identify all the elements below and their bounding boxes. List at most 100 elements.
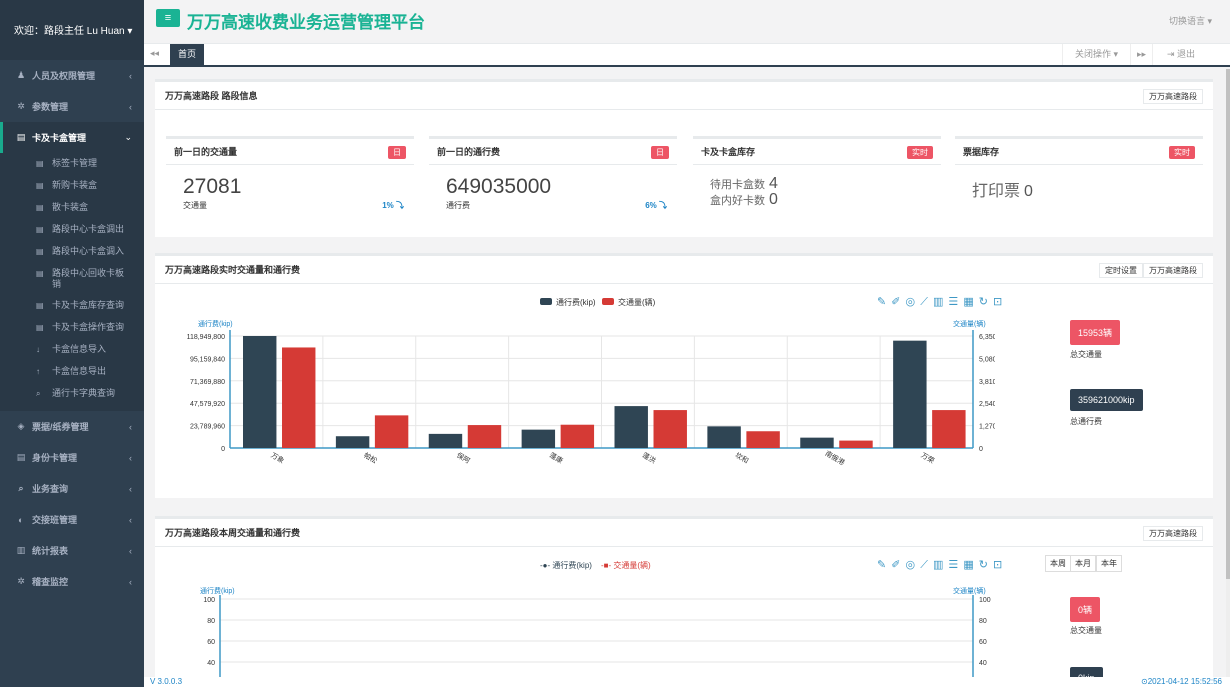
submenu-item[interactable]: ↓ 卡盒信息导入 [36, 344, 107, 354]
sidebar-item-0[interactable]: ◈ 票据/纸券管理 ‹ [0, 411, 144, 442]
fee-value: 649035000 [446, 175, 552, 198]
realtime-badge: 实时 [1169, 146, 1195, 159]
fee-change: 6% ⤵ [645, 201, 667, 210]
search-icon: ⌕ [18, 483, 24, 493]
sidebar-item-label: 卡及卡盒管理 [32, 133, 87, 143]
sidebar-item-3[interactable]: ◐ 交接班管理 ‹ [0, 504, 144, 535]
submenu-item[interactable]: ▤ 路段中心卡盒调入 [36, 246, 125, 256]
shift-icon: ◐ [18, 514, 24, 525]
arrow-down-icon: ↓ [36, 345, 40, 354]
timer-settings-button[interactable]: 定时设置 [1099, 263, 1143, 278]
sidebar-item-label: 人员及权限管理 [32, 71, 96, 81]
chart-toolbox-icons[interactable]: ✎ ✐ ◎ ⟋ ▥ ☰ ▦ ↻ ⊡ [877, 559, 1004, 571]
bar-traffic [282, 347, 316, 448]
legend-traffic-label: 交通量(辆) [618, 297, 656, 307]
y-right-label: 交通量(辆) [953, 319, 986, 328]
good-card-count: 盒内好卡数 0 [710, 191, 778, 208]
tab-prev-icon[interactable]: ◂◂ [150, 48, 160, 58]
weekly-chart-panel: 万万高速路段本周交通量和通行费 万万高速路段 -●- 通行费(kip) -■- 交… [155, 516, 1213, 677]
submenu-item[interactable]: ▤ 新购卡装盒 [36, 180, 98, 190]
page-scrollbar[interactable] [1226, 69, 1230, 677]
sidebar: 欢迎：路段主任 Lu Huan ▾ ♟ 人员及权限管理 ‹ ✲ 参数管理 ‹ ▤ 卡及卡盒管理… [0, 0, 144, 687]
logout-button[interactable]: ⇥ 退出 [1152, 44, 1230, 65]
legend-fee-label: -●- 通行费(kip) [540, 560, 592, 570]
total-fee-badge: 359621000kip [1070, 389, 1143, 411]
bar-traffic [746, 431, 780, 448]
y-right-tick: 3,810 [979, 379, 995, 386]
card-icon: ▤ [36, 203, 44, 212]
sidebar-item-1[interactable]: ✲ 参数管理 ‹ [0, 91, 144, 122]
traffic-change: 1% ⤵ [382, 201, 404, 210]
stat-ticket: 票据库存 实时 打印票 0 [955, 136, 1203, 209]
day-badge: 日 [388, 146, 406, 159]
tab-next-icon[interactable]: ▸▸ [1129, 44, 1152, 65]
total-traffic-badge: 0辆 [1070, 597, 1101, 622]
submenu-item[interactable]: ▤ 散卡装盒 [36, 202, 89, 212]
card-icon: ▤ [36, 269, 44, 278]
card-icon: ▤ [36, 225, 44, 234]
panel-title: 万万高速路段实时交通量和通行费 [165, 265, 301, 275]
bar-fee [707, 426, 741, 448]
y-right-tick: 2,540 [979, 401, 995, 408]
cardbox-count: 待用卡盒数 4 [710, 175, 778, 192]
print-ticket-count: 打印票 0 [972, 183, 1033, 200]
submenu-item[interactable]: ▤ 卡及卡盒库存查询 [36, 300, 125, 310]
road-select-button[interactable]: 万万高速路段 [1143, 526, 1203, 541]
road-select-button[interactable]: 万万高速路段 [1143, 263, 1203, 278]
y-left-tick: 100 [203, 597, 215, 604]
bar-fee [800, 437, 834, 448]
period-month-button[interactable]: 本月 [1070, 555, 1096, 572]
close-operations-dropdown[interactable]: 关闭操作 ▾ [1061, 44, 1130, 65]
sidebar-item-label: 业务查询 [32, 484, 69, 494]
y-left-label: 通行费(kip) [198, 319, 233, 328]
user-icon: ♟ [16, 70, 26, 80]
submenu-item[interactable]: ▤ 标签卡管理 [36, 158, 98, 168]
card-icon: ▤ [36, 159, 44, 168]
tab-home[interactable]: 首页 [170, 44, 205, 65]
y-right-tick: 80 [979, 618, 987, 625]
period-year-button[interactable]: 本年 [1096, 555, 1122, 572]
total-fee-badge: 0kip [1070, 667, 1103, 677]
search-icon: ⌕ [36, 389, 41, 398]
y-right-tick: 60 [979, 639, 987, 646]
y-right-label: 交通量(辆) [953, 586, 986, 595]
sidebar-item-2[interactable]: ▤ 卡及卡盒管理 ⌄ [0, 122, 144, 153]
chart-icon: ▥ [16, 545, 26, 555]
bar-fee [521, 429, 556, 448]
legend-fee-swatch [540, 298, 552, 305]
road-select-button[interactable]: 万万高速路段 [1143, 89, 1203, 104]
sidebar-item-0[interactable]: ♟ 人员及权限管理 ‹ [0, 60, 144, 91]
legend-traffic-label: -■- 交通量(辆) [601, 560, 651, 570]
tab-bar: ◂◂ 首页 关闭操作 ▾ ▸▸ ⇥ 退出 [144, 44, 1230, 67]
user-dropdown[interactable]: 欢迎：路段主任 Lu Huan ▾ [0, 0, 144, 60]
x-tick-label: 坎和 [734, 450, 751, 465]
period-week-button[interactable]: 本周 [1045, 555, 1071, 572]
bar-fee [428, 433, 463, 448]
y-left-tick: 60 [207, 639, 215, 646]
y-right-tick: 5,080 [979, 356, 995, 363]
sidebar-item-label: 交接班管理 [32, 515, 78, 525]
bar-traffic [653, 410, 687, 448]
submenu-card: ▤ 标签卡管理 ▤ 新购卡装盒 ▤ 散卡装盒 ▤ 路段中心卡盒调出 ▤ 路段中心卡盒调入 ▤ 路段中心… [0, 153, 144, 411]
submenu-item[interactable]: ⌕ 通行卡字典查询 [36, 388, 116, 398]
y-right-tick: 6,350 [979, 334, 995, 341]
sidebar-item-2[interactable]: ⌕ 业务查询 ‹ [0, 473, 144, 504]
sidebar-item-label: 身份卡管理 [32, 453, 78, 463]
card-icon: ▤ [16, 132, 26, 142]
submenu-item[interactable]: ▤ 路段中心卡盒调出 [36, 224, 125, 234]
submenu-item[interactable]: ↑ 卡盒信息导出 [36, 366, 107, 376]
y-left-tick: 80 [207, 618, 215, 625]
gear-icon: ✲ [17, 576, 25, 586]
menu-toggle-button[interactable]: ≡ [156, 9, 180, 27]
chart-toolbox-icons[interactable]: ✎ ✐ ◎ ⟋ ▥ ☰ ▦ ↻ ⊡ [877, 296, 1004, 308]
sidebar-item-5[interactable]: ✲ 稽查监控 ‹ [0, 566, 144, 597]
submenu-item[interactable]: ▤ 卡及卡盒操作查询 [36, 322, 125, 332]
bar-traffic [374, 415, 409, 448]
panel-title: 万万高速路段 路段信息 [165, 91, 258, 101]
submenu-item[interactable]: ▤ 路段中心回收卡板销 [36, 268, 125, 289]
sidebar-item-4[interactable]: ▥ 统计报表 ‹ [0, 535, 144, 566]
sidebar-item-1[interactable]: ▤ 身份卡管理 ‹ [0, 442, 144, 473]
realtime-bar-chart: 通行费(kip) 交通量(辆) 通行费(kip) 交通量(辆) 0 0 23,789,960… [187, 297, 995, 467]
switch-language-dropdown[interactable]: 切换语言 ▾ [1168, 16, 1212, 26]
traffic-value: 27081 [183, 175, 242, 198]
